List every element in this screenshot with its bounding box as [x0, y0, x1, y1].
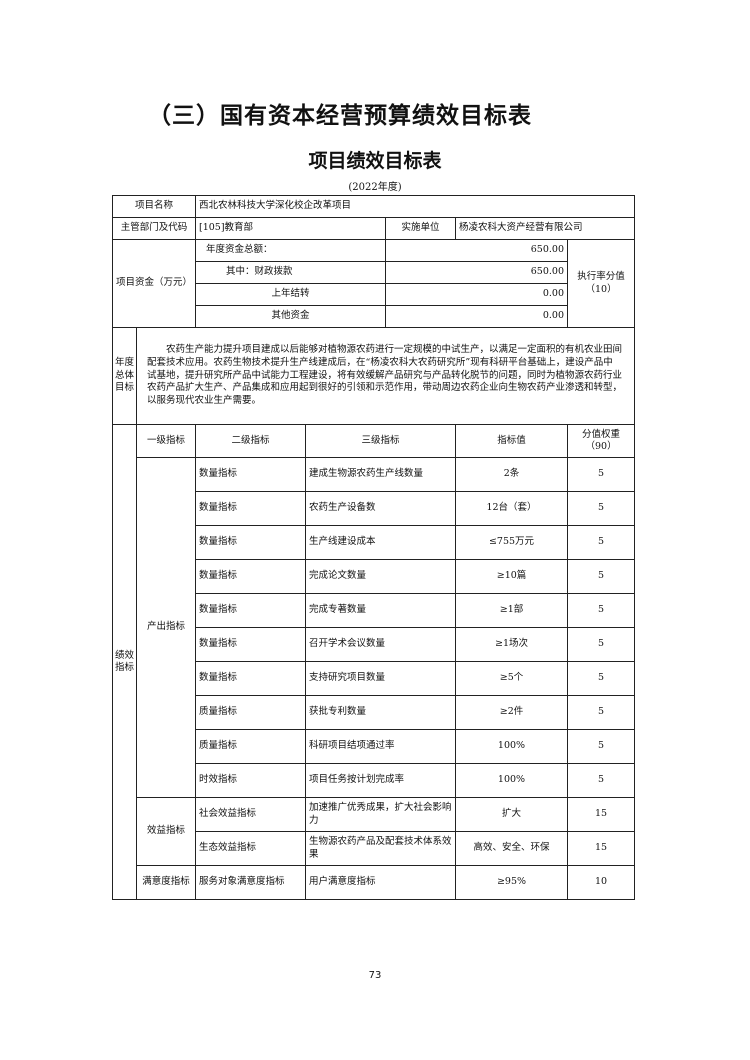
fund-total-label: 年度资金总额： [195, 239, 387, 262]
indicator-level2: 数量指标 [195, 559, 307, 594]
indicator-value: 100% [455, 763, 569, 798]
dept-value: [105]教育部 [195, 217, 387, 240]
indicator-value: ≥10篇 [455, 559, 569, 594]
indicator-level3: 科研项目结项通过率 [305, 729, 457, 764]
fund-other-label: 其他资金 [195, 305, 387, 328]
indicator-value: ≤755万元 [455, 525, 569, 560]
indicator-weight: 5 [567, 525, 636, 560]
header-weight: 分值权重（90） [567, 424, 636, 458]
indicator-value: 12台（套） [455, 491, 569, 526]
indicator-value: ≥95% [455, 865, 569, 900]
project-name: 西北农林科技大学深化校企改革项目 [195, 195, 636, 218]
indicator-level3: 完成论文数量 [305, 559, 457, 594]
indicator-value: ≥2件 [455, 695, 569, 730]
fund-other-value: 0.00 [385, 305, 569, 328]
indicator-level3: 项目任务按计划完成率 [305, 763, 457, 798]
indicator-level2: 数量指标 [195, 457, 307, 492]
indicator-row: 数量指标 完成论文数量 ≥10篇 5 [113, 559, 636, 594]
header-level3: 三级指标 [305, 424, 457, 458]
indicator-row: 产出指标 数量指标 建成生物源农药生产线数量 2条 5 [113, 457, 636, 798]
funds-label: 项目资金（万元） [111, 239, 197, 328]
indicator-value: 2条 [455, 457, 569, 492]
indicator-level1: 满意度指标 [135, 865, 197, 900]
indicator-level2: 服务对象满意度指标 [195, 865, 307, 900]
indicator-weight: 5 [567, 593, 636, 628]
indicator-weight: 5 [567, 661, 636, 696]
indicator-weight: 5 [567, 627, 636, 662]
fund-fiscal-label: 其中：财政拨款 [195, 261, 387, 284]
indicator-weight: 15 [567, 797, 636, 832]
indicator-weight: 5 [567, 729, 636, 764]
performance-target-table: 项目名称 西北农林科技大学深化校企改革项目 主管部门及代码 [105]教育部 实… [111, 195, 636, 900]
indicator-level2: 质量指标 [195, 729, 307, 764]
indicator-value: ≥1场次 [455, 627, 569, 662]
indicator-row: 数量指标 农药生产设备数 12台（套） 5 [113, 491, 636, 526]
indicator-value: ≥5个 [455, 661, 569, 696]
year-label: (2022年度) [348, 182, 402, 193]
indicator-weight: 10 [567, 865, 636, 900]
indicator-weight: 5 [567, 559, 636, 594]
indicator-level1: 效益指标 [135, 797, 197, 866]
indicator-level2: 数量指标 [195, 661, 307, 696]
indicator-weight: 5 [567, 763, 636, 798]
indicators-side-label: 绩效指标 [112, 424, 137, 900]
header-level1: 一级指标 [135, 424, 197, 458]
project-name-label: 项目名称 [111, 195, 197, 218]
indicator-level3: 用户满意度指标 [305, 865, 457, 900]
table-title: 项目绩效目标表 [308, 150, 442, 172]
page-number: 73 [368, 970, 382, 981]
indicator-level3: 召开学术会议数量 [305, 627, 457, 662]
indicator-level2: 质量指标 [195, 695, 307, 730]
fund-total-value: 650.00 [385, 239, 569, 262]
indicator-weight: 5 [567, 491, 636, 526]
indicator-row: 生态效益指标 生物源农药产品及配套技术体系效果 高效、安全、环保 15 [113, 831, 636, 866]
fund-fiscal-value: 650.00 [385, 261, 569, 284]
impl-label: 实施单位 [385, 217, 457, 240]
indicator-value: 100% [455, 729, 569, 764]
section-title: （三）国有资本经营预算绩效目标表 [148, 103, 532, 129]
dept-label: 主管部门及代码 [111, 217, 197, 240]
indicator-level2: 数量指标 [195, 627, 307, 662]
indicator-level3: 完成专著数量 [305, 593, 457, 628]
fund-carryover-value: 0.00 [385, 283, 569, 306]
exec-rate-label: 执行率分值（10） [567, 239, 636, 328]
indicator-row: 效益指标 社会效益指标 加速推广优秀成果，扩大社会影响力 扩大 15 [113, 797, 636, 866]
impl-value: 杨凌农科大资产经营有限公司 [455, 217, 636, 240]
indicator-level2: 数量指标 [195, 593, 307, 628]
fund-carryover-label: 上年结转 [195, 283, 387, 306]
indicator-level2: 数量指标 [195, 525, 307, 560]
goal-text: 农药生产能力提升项目建成以后能够对植物源农药进行一定规模的中试生产，以满足一定面… [135, 327, 636, 425]
header-value: 指标值 [455, 424, 569, 458]
indicator-level2: 时效指标 [195, 763, 307, 798]
indicator-row: 质量指标 获批专利数量 ≥2件 5 [113, 695, 636, 730]
indicator-level3: 支持研究项目数量 [305, 661, 457, 696]
indicator-weight: 5 [567, 457, 636, 492]
indicator-level2: 社会效益指标 [195, 797, 307, 832]
indicator-level3: 加速推广优秀成果，扩大社会影响力 [305, 797, 457, 832]
indicator-weight: 15 [567, 831, 636, 866]
indicator-value: 扩大 [455, 797, 569, 832]
indicator-row: 数量指标 完成专著数量 ≥1部 5 [113, 593, 636, 628]
indicator-level3: 建成生物源农药生产线数量 [305, 457, 457, 492]
indicator-row: 时效指标 项目任务按计划完成率 100% 5 [113, 763, 636, 798]
indicator-level3: 生产线建设成本 [305, 525, 457, 560]
indicator-level3: 获批专利数量 [305, 695, 457, 730]
indicator-value: 高效、安全、环保 [455, 831, 569, 866]
header-level2: 二级指标 [195, 424, 307, 458]
indicator-level3: 生物源农药产品及配套技术体系效果 [305, 831, 457, 866]
indicator-row: 数量指标 召开学术会议数量 ≥1场次 5 [113, 627, 636, 662]
indicator-level3: 农药生产设备数 [305, 491, 457, 526]
indicator-level2: 数量指标 [195, 491, 307, 526]
indicator-row: 数量指标 支持研究项目数量 ≥5个 5 [113, 661, 636, 696]
indicator-weight: 5 [567, 695, 636, 730]
indicator-value: ≥1部 [455, 593, 569, 628]
indicator-row: 满意度指标 服务对象满意度指标 用户满意度指标 ≥95% 10 [113, 865, 636, 900]
goal-label: 年度总体目标 [112, 327, 137, 425]
indicator-level2: 生态效益指标 [195, 831, 307, 866]
indicator-level1: 产出指标 [135, 457, 197, 798]
